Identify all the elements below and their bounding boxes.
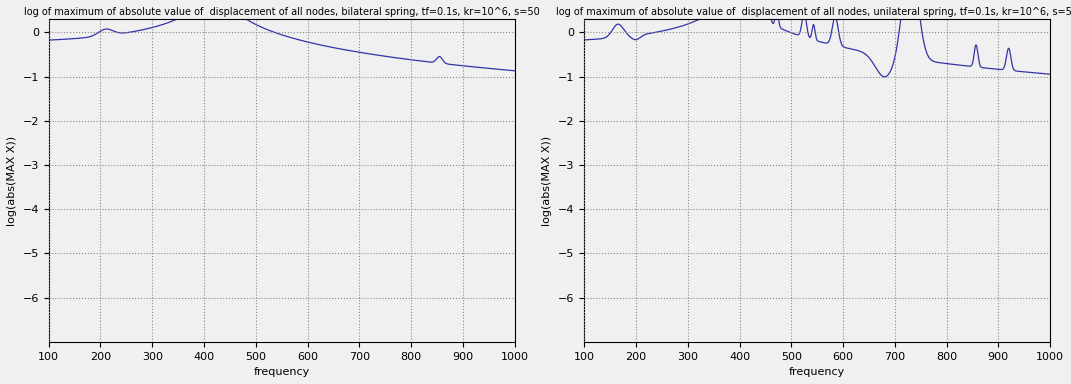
X-axis label: frequency: frequency — [789, 367, 845, 377]
Y-axis label: log(abs(MAX X)): log(abs(MAX X)) — [6, 136, 17, 225]
Title: log of maximum of absolute value of  displacement of all nodes, unilateral sprin: log of maximum of absolute value of disp… — [556, 7, 1071, 17]
Y-axis label: log(abs(MAX X)): log(abs(MAX X)) — [542, 136, 553, 225]
Title: log of maximum of absolute value of  displacement of all nodes, bilateral spring: log of maximum of absolute value of disp… — [24, 7, 540, 17]
X-axis label: frequency: frequency — [254, 367, 310, 377]
